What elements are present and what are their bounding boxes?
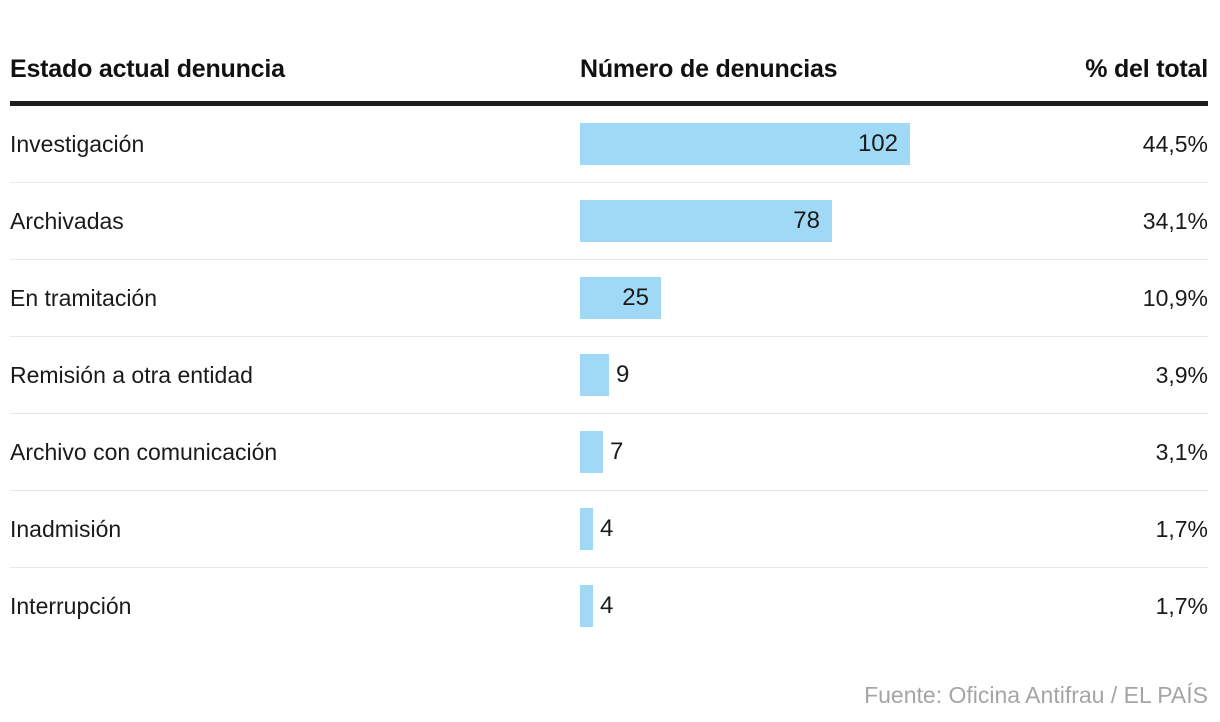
table-header: Estado actual denuncia Número de denunci… xyxy=(10,0,1208,101)
value-bar xyxy=(580,508,593,550)
bar-value-label: 9 xyxy=(616,361,630,388)
table-row: Archivo con comunicación 7 3,1% xyxy=(10,414,1208,491)
table-row: En tramitación 25 10,9% xyxy=(10,260,1208,337)
value-bar xyxy=(580,200,832,242)
bar-cell: 4 xyxy=(580,508,1058,550)
row-label: Archivo con comunicación xyxy=(10,438,278,465)
value-bar xyxy=(580,431,603,473)
percent-of-total: 3,1% xyxy=(1155,438,1208,465)
bar-value-label: 78 xyxy=(793,207,820,234)
value-bar xyxy=(580,277,661,319)
value-bar xyxy=(580,354,609,396)
bar-value-label: 25 xyxy=(622,284,649,311)
header-state-column: Estado actual denuncia xyxy=(10,55,285,83)
bar-cell: 4 xyxy=(580,585,1058,627)
percent-of-total: 34,1% xyxy=(1142,207,1208,234)
bar-cell: 25 xyxy=(580,277,1058,319)
bar-cell: 102 xyxy=(580,123,1058,165)
row-label: Investigación xyxy=(10,130,145,157)
percent-of-total: 44,5% xyxy=(1142,130,1208,157)
table-row: Remisión a otra entidad 9 3,9% xyxy=(10,337,1208,414)
table-row: Archivadas 78 34,1% xyxy=(10,183,1208,260)
percent-of-total: 3,9% xyxy=(1155,361,1208,388)
header-rule xyxy=(10,101,1208,106)
bar-value-label: 4 xyxy=(600,515,614,542)
percent-of-total: 10,9% xyxy=(1142,284,1208,311)
row-label: Inadmisión xyxy=(10,515,122,542)
percent-of-total: 1,7% xyxy=(1155,592,1208,619)
row-label: Interrupción xyxy=(10,592,132,619)
source-note: Fuente: Oficina Antifrau / EL PAÍS xyxy=(864,682,1208,708)
value-bar xyxy=(580,585,593,627)
bar-value-label: 4 xyxy=(600,592,614,619)
header-percent-column: % del total xyxy=(1085,55,1208,83)
row-label: En tramitación xyxy=(10,284,158,311)
table-body: Investigación 102 44,5% Archivadas 78 34,1% En… xyxy=(10,106,1208,644)
header-count-column: Número de denuncias xyxy=(580,55,838,83)
bar-cell: 7 xyxy=(580,431,1058,473)
bar-cell: 9 xyxy=(580,354,1058,396)
table-row: Inadmisión 4 1,7% xyxy=(10,491,1208,568)
value-bar xyxy=(580,123,910,165)
percent-of-total: 1,7% xyxy=(1155,515,1208,542)
table-row: Interrupción 4 1,7% xyxy=(10,568,1208,644)
row-label: Remisión a otra entidad xyxy=(10,361,253,388)
bar-cell: 78 xyxy=(580,200,1058,242)
table-row: Investigación 102 44,5% xyxy=(10,106,1208,183)
bar-value-label: 7 xyxy=(610,438,624,465)
row-label: Archivadas xyxy=(10,207,124,234)
bar-value-label: 102 xyxy=(857,130,898,157)
